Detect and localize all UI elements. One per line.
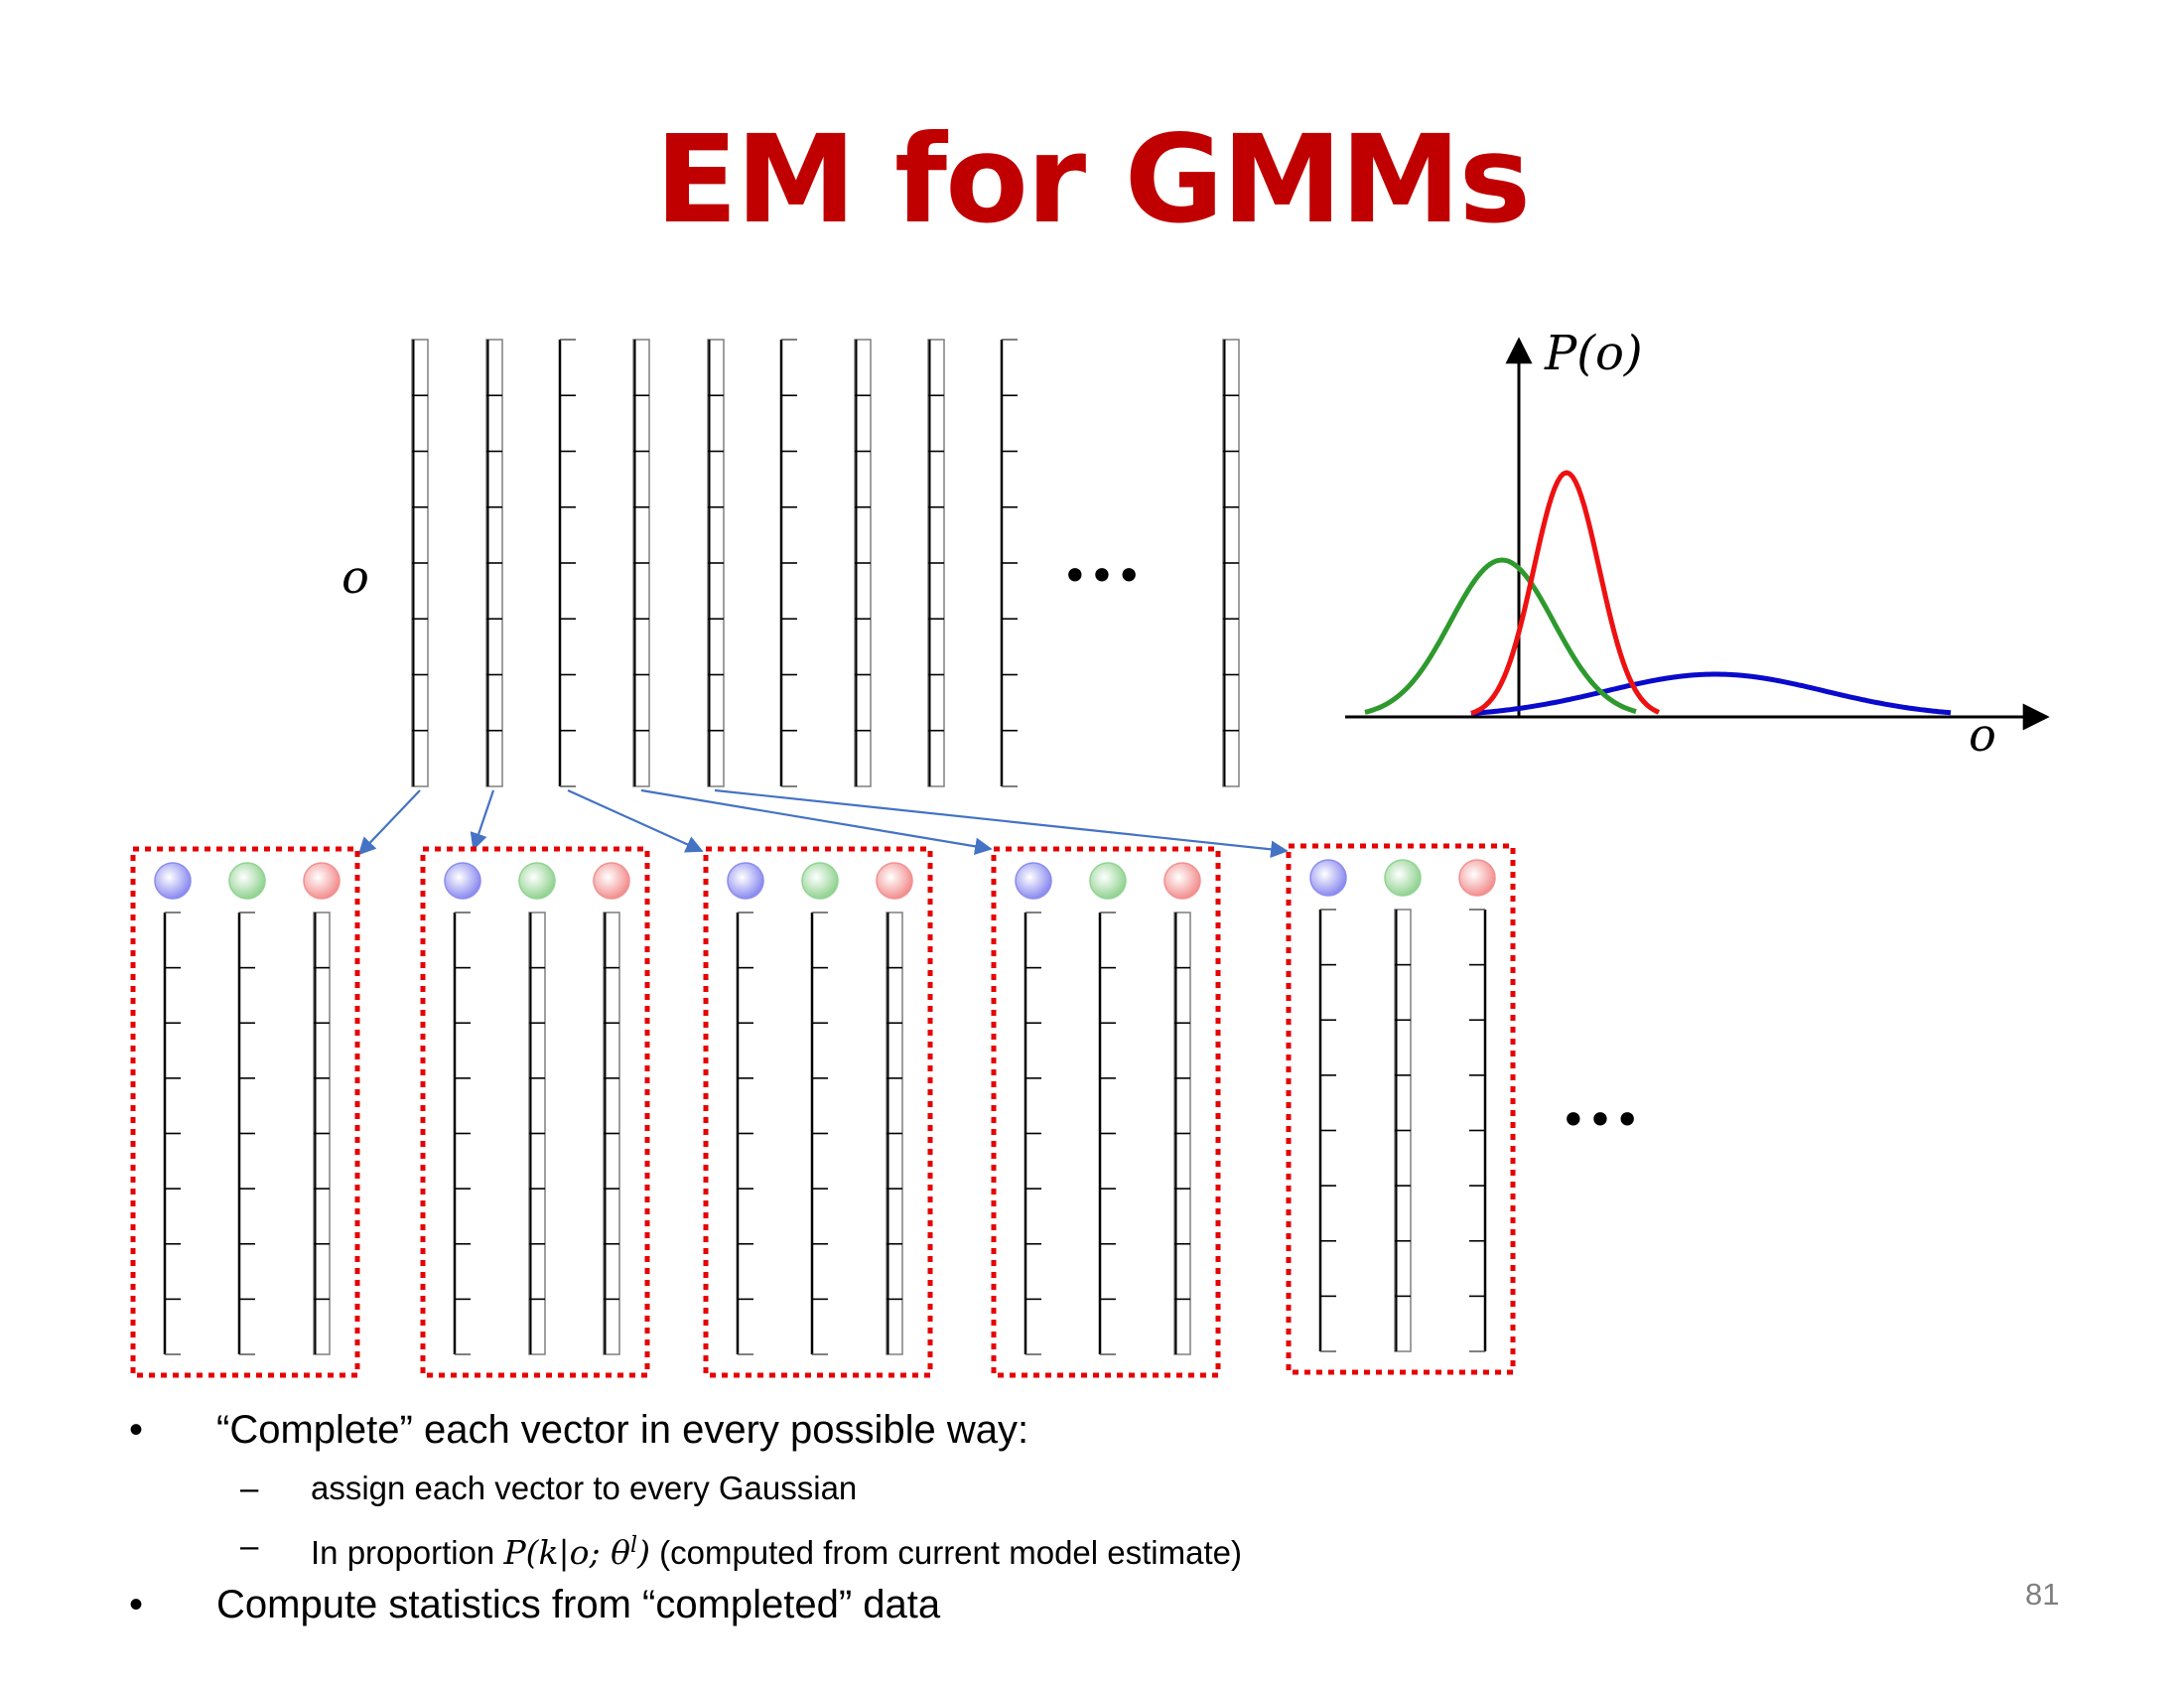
completed-vector [1394,909,1412,1352]
gaussian-component-circle [1309,859,1347,897]
completed-vector [163,912,181,1355]
observation-vector [854,339,872,787]
completed-vector-group [420,846,650,1378]
bullet-item-complete: • “Complete” each vector in every possib… [129,1400,1916,1460]
gaussian-component-circle [801,862,839,900]
top-ellipsis: ••• [1061,549,1142,603]
bullet-text: Compute statistics from “completed” data [216,1583,941,1626]
completed-vector-group [130,846,360,1378]
completed-vector [528,912,546,1355]
observation-vector [485,339,503,787]
bullet-item-statistics: • Compute statistics from “completed” da… [129,1575,1916,1634]
gaussian-component-circle [1089,862,1127,900]
completed-vector-group [991,846,1221,1378]
completed-vector [603,912,620,1355]
slide-title: EM for GMMs [654,109,1531,250]
assignment-arrow [357,789,421,856]
gaussian-component-circle [1384,859,1422,897]
sub-bullet-marker: – [240,1527,259,1564]
bottom-ellipsis: ••• [1560,1093,1640,1147]
completed-vector [1469,909,1487,1352]
gaussian-component-circle [1458,859,1496,897]
completed-vector [1024,912,1041,1355]
bullet-list: • “Complete” each vector in every possib… [129,1400,1916,1634]
observation-vector [927,339,945,787]
sub-bullet-marker: – [240,1470,259,1506]
completed-vector [810,912,828,1355]
completed-vector [736,912,753,1355]
assignment-arrows [357,788,1289,859]
observation-label: o [341,550,369,604]
bullet-marker: • [129,1408,144,1452]
completed-vector [1318,909,1336,1352]
gaussian-component-circle [228,862,266,900]
proportion-suffix: (computed from current model estimate) [649,1534,1242,1571]
observation-vector [558,339,576,787]
gaussian-component-circle [518,862,556,900]
observation-vector [779,339,797,787]
y-axis-label: P(o) [1544,326,1643,381]
gaussian-curve-red [1470,470,1661,716]
assignment-arrow [567,788,704,853]
formula-superscript: l [630,1533,638,1558]
formula-main: P(k|o; θ [503,1533,631,1572]
page-number: 81 [2025,1577,2060,1612]
gaussian-mixture-plot: P(o) o [1345,326,2050,762]
completed-vector [1173,912,1191,1355]
observation-vector [632,339,650,787]
sub-bullet-proportion: – In proportion P(k|o; θl) (computed fro… [129,1517,1916,1575]
completed-vector [1098,912,1116,1355]
completed-vector [453,912,471,1355]
posterior-formula: P(k|o; θl) [503,1533,649,1572]
bullet-text: “Complete” each vector in every possible… [216,1408,1029,1452]
gaussian-component-circle [727,862,764,900]
completed-vector-groups [130,843,1516,1378]
gaussian-component-circle [876,862,913,900]
assignment-arrow [714,788,1289,859]
completed-vector [237,912,255,1355]
completed-vector [313,912,331,1355]
sub-bullet-text: assign each vector to every Gaussian [311,1470,858,1506]
gaussian-curve-blue [1470,671,1952,716]
gaussian-curve-green [1364,557,1637,715]
formula-close: ) [637,1533,650,1572]
gaussian-component-circle [303,862,341,900]
observation-vectors [411,339,1240,787]
observation-vector [707,339,725,787]
bullet-marker: • [129,1583,144,1626]
completed-vector-group [1286,843,1516,1375]
assignment-arrow [640,788,993,856]
gaussian-component-circle [593,862,630,900]
observation-vector [1222,339,1240,787]
assignment-arrow [470,789,495,851]
proportion-prefix: In proportion [311,1534,504,1571]
x-axis-label: o [1969,708,1996,762]
gaussian-component-circle [444,862,481,900]
observation-vector [411,339,429,787]
completed-vector-group [703,846,933,1378]
gaussian-component-circle [1163,862,1201,900]
observation-vector [1000,339,1018,787]
sub-bullet-text: In proportion P(k|o; θl) (computed from … [311,1517,1242,1582]
gaussian-component-circle [154,862,192,900]
gaussian-component-circle [1015,862,1052,900]
sub-bullet-assign: – assign each vector to every Gaussian [129,1460,1916,1517]
completed-vector [886,912,903,1355]
